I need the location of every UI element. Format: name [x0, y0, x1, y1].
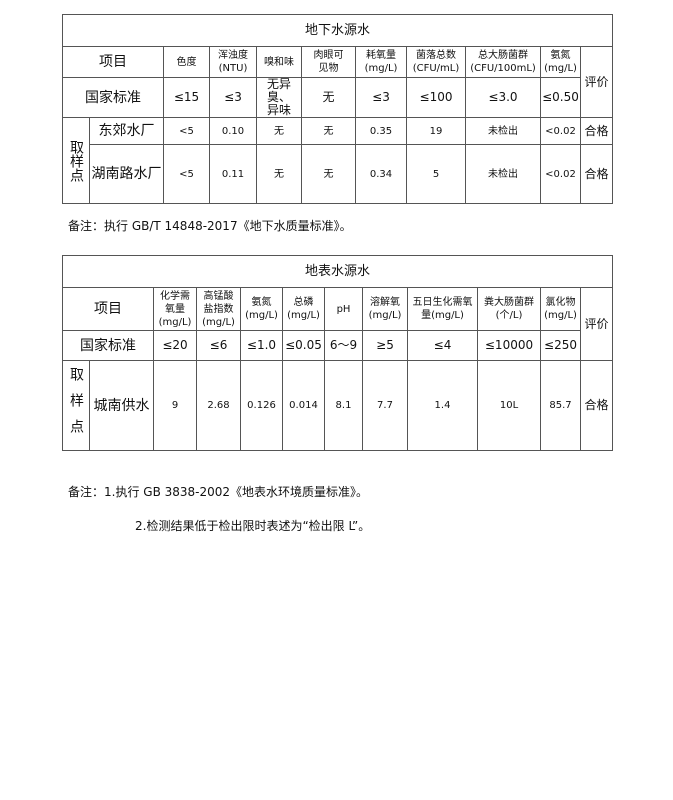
- standard-value: 无异臭、 异味: [256, 77, 302, 118]
- standard-value: ≤10000: [477, 330, 541, 361]
- result-value: 未检出: [465, 144, 541, 204]
- standard-value: ≤250: [540, 330, 581, 361]
- result-value: 0.014: [282, 360, 325, 451]
- result-value: 无: [301, 144, 356, 204]
- standard-value: ≤3.0: [465, 77, 541, 118]
- result-value: 0.35: [355, 117, 407, 145]
- result-value: <0.02: [540, 144, 581, 204]
- site-name: 湖南路水厂: [89, 144, 164, 204]
- standard-value: ≤15: [163, 77, 210, 118]
- column-header: 溶解氧 (mg/L): [362, 287, 408, 331]
- site-name: 东郊水厂: [89, 117, 164, 145]
- result-value: 5: [406, 144, 466, 204]
- standard-value: ≤3: [355, 77, 407, 118]
- eval-header: 评价: [579, 46, 614, 118]
- result-value: 0.34: [355, 144, 407, 204]
- result-value: 8.1: [324, 360, 363, 451]
- column-header: 氨氮 (mg/L): [540, 46, 581, 78]
- column-header: 化学需 氧量 (mg/L): [153, 287, 197, 331]
- result-value: 9: [153, 360, 197, 451]
- standard-value: ≤6: [196, 330, 241, 361]
- standard-label: 国家标准: [62, 77, 164, 118]
- site-name: 城南供水: [89, 360, 154, 451]
- result-value: <0.02: [540, 117, 581, 145]
- result-value: 1.4: [407, 360, 478, 451]
- result-value: 10L: [477, 360, 541, 451]
- standard-value: 无: [301, 77, 356, 118]
- column-header: 色度: [163, 46, 210, 78]
- standard-value: ≤0.05: [282, 330, 325, 361]
- evaluation: 合格: [579, 360, 614, 451]
- column-header: 总磷 (mg/L): [282, 287, 325, 331]
- column-header: 肉眼可 见物: [301, 46, 356, 78]
- result-value: 0.126: [240, 360, 283, 451]
- column-header: 耗氧量 (mg/L): [355, 46, 407, 78]
- groundwater-table: 地下水源水 项目 色度 浑浊度 (NTU) 嗅和味 肉眼可 见物 耗氧量 (mg/L) 菌落…: [61, 14, 614, 204]
- evaluation: 合格: [579, 117, 614, 145]
- table-row: 取样点 东郊水厂 <5 0.10 无无 0.35 19 未检出 <0.02 合格: [62, 117, 614, 204]
- table-title: 地下水源水: [61, 14, 614, 47]
- note-surface-2: 2.检测结果低于检出限时表述为“检出限 L”。: [135, 519, 371, 533]
- standard-value: ≤4: [407, 330, 478, 361]
- column-header: 总大肠菌群 (CFU/100mL): [465, 46, 541, 78]
- standard-value: ≤1.0: [240, 330, 283, 361]
- column-header: 氨氮 (mg/L): [240, 287, 283, 331]
- column-header: pH: [324, 287, 363, 331]
- column-header: 浑浊度 (NTU): [209, 46, 257, 78]
- table-row: 湖南路水厂 <5 0.11 无无 0.34 5 未检出 <0.02 合格: [63, 144, 614, 204]
- evaluation: 合格: [579, 144, 614, 204]
- result-value: 无: [301, 117, 356, 145]
- standard-value: ≤0.50: [540, 77, 581, 118]
- column-header: 五日生化需氧 量(mg/L): [407, 287, 478, 331]
- sample-label: 取样点: [62, 117, 90, 204]
- result-value: 无: [256, 144, 302, 204]
- table-title: 地表水源水: [61, 255, 614, 288]
- result-value: 2.68: [196, 360, 241, 451]
- result-value: 未检出: [465, 117, 541, 145]
- standard-value: ≤100: [406, 77, 466, 118]
- item-header: 项目: [62, 287, 154, 331]
- note-groundwater: 备注：执行 GB/T 14848-2017《地下水质量标准》。: [68, 219, 352, 233]
- standard-value: 6～9: [324, 330, 363, 361]
- result-value: 0.11: [209, 144, 257, 204]
- column-header: 粪大肠菌群 (个/L): [477, 287, 541, 331]
- standard-value: ≤20: [153, 330, 197, 361]
- note-surface-1: 备注：1.执行 GB 3838-2002《地表水环境质量标准》。: [68, 485, 369, 499]
- result-value: <5: [163, 144, 210, 204]
- column-header: 氯化物 (mg/L): [540, 287, 581, 331]
- column-header: 高锰酸 盐指数 (mg/L): [196, 287, 241, 331]
- standard-value: ≤3: [209, 77, 257, 118]
- item-header: 项目: [62, 46, 164, 78]
- surface-water-table: 地表水源水 项目 化学需 氧量 (mg/L) 高锰酸 盐指数 (mg/L) 氨氮 (m…: [61, 255, 614, 451]
- sample-label: 取样点: [62, 360, 90, 451]
- column-header: 嗅和味: [256, 46, 302, 78]
- standard-value: ≥5: [362, 330, 408, 361]
- table-row: 取样点 城南供水 9 2.68 0.126 0.014 8.1 7.7 1.4 10L 85.7 合格: [62, 360, 614, 451]
- column-header: 菌落总数 (CFU/mL): [406, 46, 466, 78]
- result-value: <5: [163, 117, 210, 145]
- standard-label: 国家标准: [62, 330, 154, 361]
- result-value: 0.10: [209, 117, 257, 145]
- result-value: 19: [406, 117, 466, 145]
- result-value: 7.7: [362, 360, 408, 451]
- eval-header: 评价: [579, 287, 614, 361]
- result-value: 85.7: [540, 360, 581, 451]
- result-value: 无: [256, 117, 302, 145]
